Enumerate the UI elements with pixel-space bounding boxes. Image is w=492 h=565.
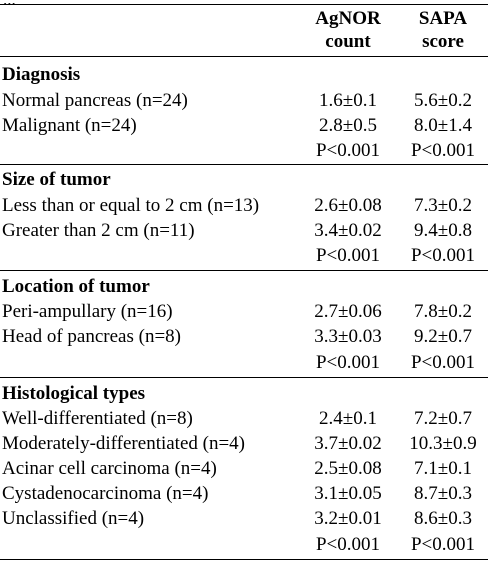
section-title: Histological types	[2, 383, 146, 404]
bottom-rule	[0, 559, 488, 560]
section-rule	[0, 377, 488, 378]
section-rule	[0, 270, 488, 271]
sapa-value: 7.3±0.2	[414, 195, 472, 216]
header-agnor-line2: count	[325, 31, 371, 52]
sapa-p-value: P<0.001	[410, 352, 476, 373]
agnor-value: 2.7±0.06	[314, 301, 382, 322]
agnor-p-value: P<0.001	[315, 140, 381, 161]
agnor-p-value: P<0.001	[315, 352, 381, 373]
agnor-value: 2.5±0.08	[314, 458, 382, 479]
sapa-p-value: P<0.001	[410, 534, 476, 555]
row-label: Cystadenocarcinoma (n=4)	[2, 483, 209, 504]
row-label: Head of pancreas (n=8)	[2, 326, 181, 347]
sapa-p-value: P<0.001	[410, 245, 476, 266]
header-agnor-line1: AgNOR	[315, 8, 381, 29]
agnor-value: 3.7±0.02	[314, 433, 382, 454]
sapa-value: 8.7±0.3	[414, 483, 472, 504]
sapa-value: 7.2±0.7	[414, 408, 472, 429]
agnor-p-value: P<0.001	[315, 245, 381, 266]
sapa-value: 7.8±0.2	[414, 301, 472, 322]
row-label: Normal pancreas (n=24)	[2, 90, 188, 111]
section-title: Diagnosis	[2, 64, 81, 85]
sapa-value: 10.3±0.9	[409, 433, 477, 454]
header-sapa-line1: SAPA	[418, 8, 468, 29]
section-title: Location of tumor	[2, 276, 150, 297]
row-label: Unclassified (n=4)	[2, 508, 145, 529]
row-label: Well-differentiated (n=8)	[2, 408, 193, 429]
agnor-value: 3.1±0.05	[314, 483, 382, 504]
header-rule	[0, 56, 488, 57]
clipped-text: ...	[3, 0, 16, 10]
top-rule	[0, 4, 488, 5]
sapa-value: 8.0±1.4	[414, 115, 472, 136]
agnor-value: 2.4±0.1	[319, 408, 377, 429]
sapa-value: 5.6±0.2	[414, 90, 472, 111]
row-label: Acinar cell carcinoma (n=4)	[2, 458, 217, 479]
agnor-value: 3.3±0.03	[314, 326, 382, 347]
sapa-value: 9.2±0.7	[414, 326, 472, 347]
section-rule	[0, 164, 488, 165]
agnor-value: 3.4±0.02	[314, 220, 382, 241]
row-label: Peri-ampullary (n=16)	[2, 301, 173, 322]
agnor-value: 1.6±0.1	[319, 90, 377, 111]
sapa-p-value: P<0.001	[410, 140, 476, 161]
agnor-value: 2.8±0.5	[319, 115, 377, 136]
row-label: Greater than 2 cm (n=11)	[2, 220, 195, 241]
sapa-value: 7.1±0.1	[414, 458, 472, 479]
row-label: Less than or equal to 2 cm (n=13)	[2, 195, 260, 216]
row-label: Malignant (n=24)	[2, 115, 137, 136]
row-label: Moderately-differentiated (n=4)	[2, 433, 246, 454]
section-title: Size of tumor	[2, 169, 111, 190]
agnor-p-value: P<0.001	[315, 534, 381, 555]
agnor-value: 3.2±0.01	[314, 508, 382, 529]
sapa-value: 9.4±0.8	[414, 220, 472, 241]
header-sapa-line2: score	[422, 31, 464, 52]
sapa-value: 8.6±0.3	[414, 508, 472, 529]
agnor-value: 2.6±0.08	[314, 195, 382, 216]
